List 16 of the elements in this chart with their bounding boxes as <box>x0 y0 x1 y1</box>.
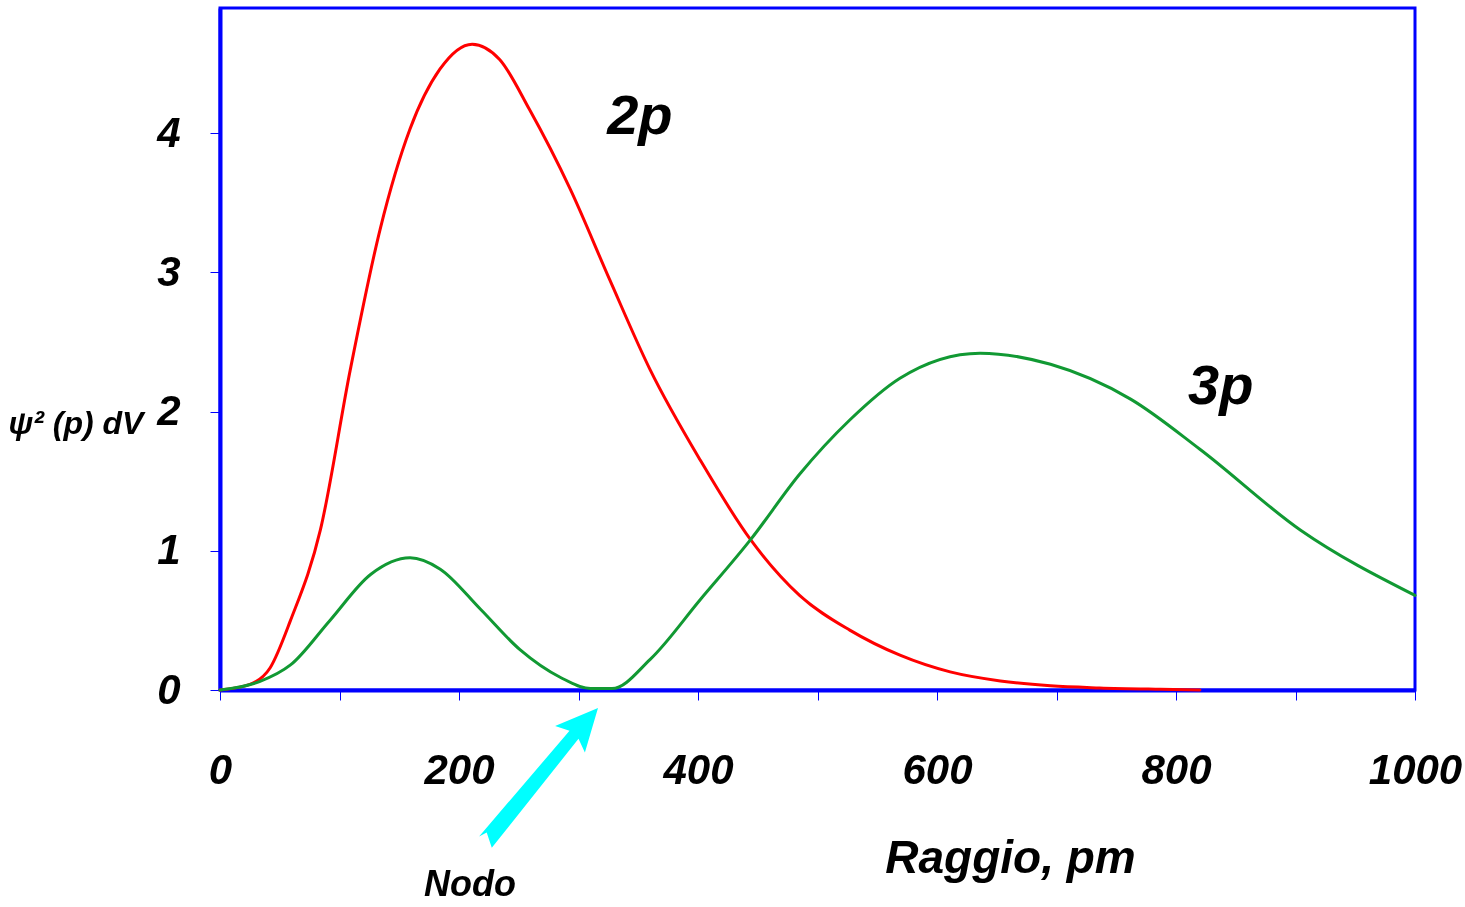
text: Nodo <box>424 863 516 904</box>
series-label: 3p <box>1188 353 1254 417</box>
y-tick-label: 0 <box>157 665 181 713</box>
x-tick-label: 800 <box>1141 745 1212 793</box>
x-tick-label: 600 <box>902 745 973 793</box>
x-tick-label: 200 <box>423 745 495 793</box>
series-label: 2p <box>606 83 673 147</box>
x-axis-title: Raggio, pm <box>885 830 1136 883</box>
y-tick-label: 3 <box>157 247 181 295</box>
x-tick-label: 400 <box>662 745 734 793</box>
y-axis-title: ψ² (p) dV <box>8 404 147 441</box>
y-tick-label: 1 <box>157 526 181 574</box>
x-tick-label: 0 <box>208 745 233 793</box>
x-tick-label: 1000 <box>1368 745 1463 793</box>
y-tick-label: 4 <box>156 108 181 156</box>
y-tick-label: 2 <box>156 387 181 435</box>
